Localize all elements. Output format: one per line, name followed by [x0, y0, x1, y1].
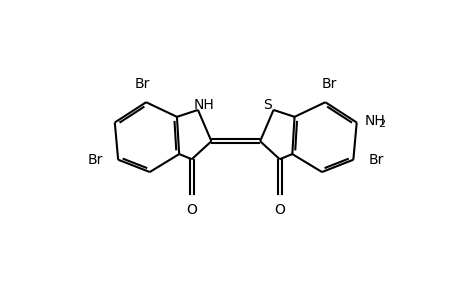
Text: O: O — [274, 203, 285, 217]
Text: O: O — [186, 203, 197, 217]
Text: NH: NH — [193, 98, 214, 112]
Text: S: S — [263, 98, 271, 112]
Text: Br: Br — [321, 77, 336, 92]
Text: NH: NH — [364, 114, 384, 128]
Text: 2: 2 — [377, 119, 385, 129]
Text: Br: Br — [87, 153, 102, 167]
Text: Br: Br — [134, 77, 150, 92]
Text: Br: Br — [368, 153, 383, 167]
